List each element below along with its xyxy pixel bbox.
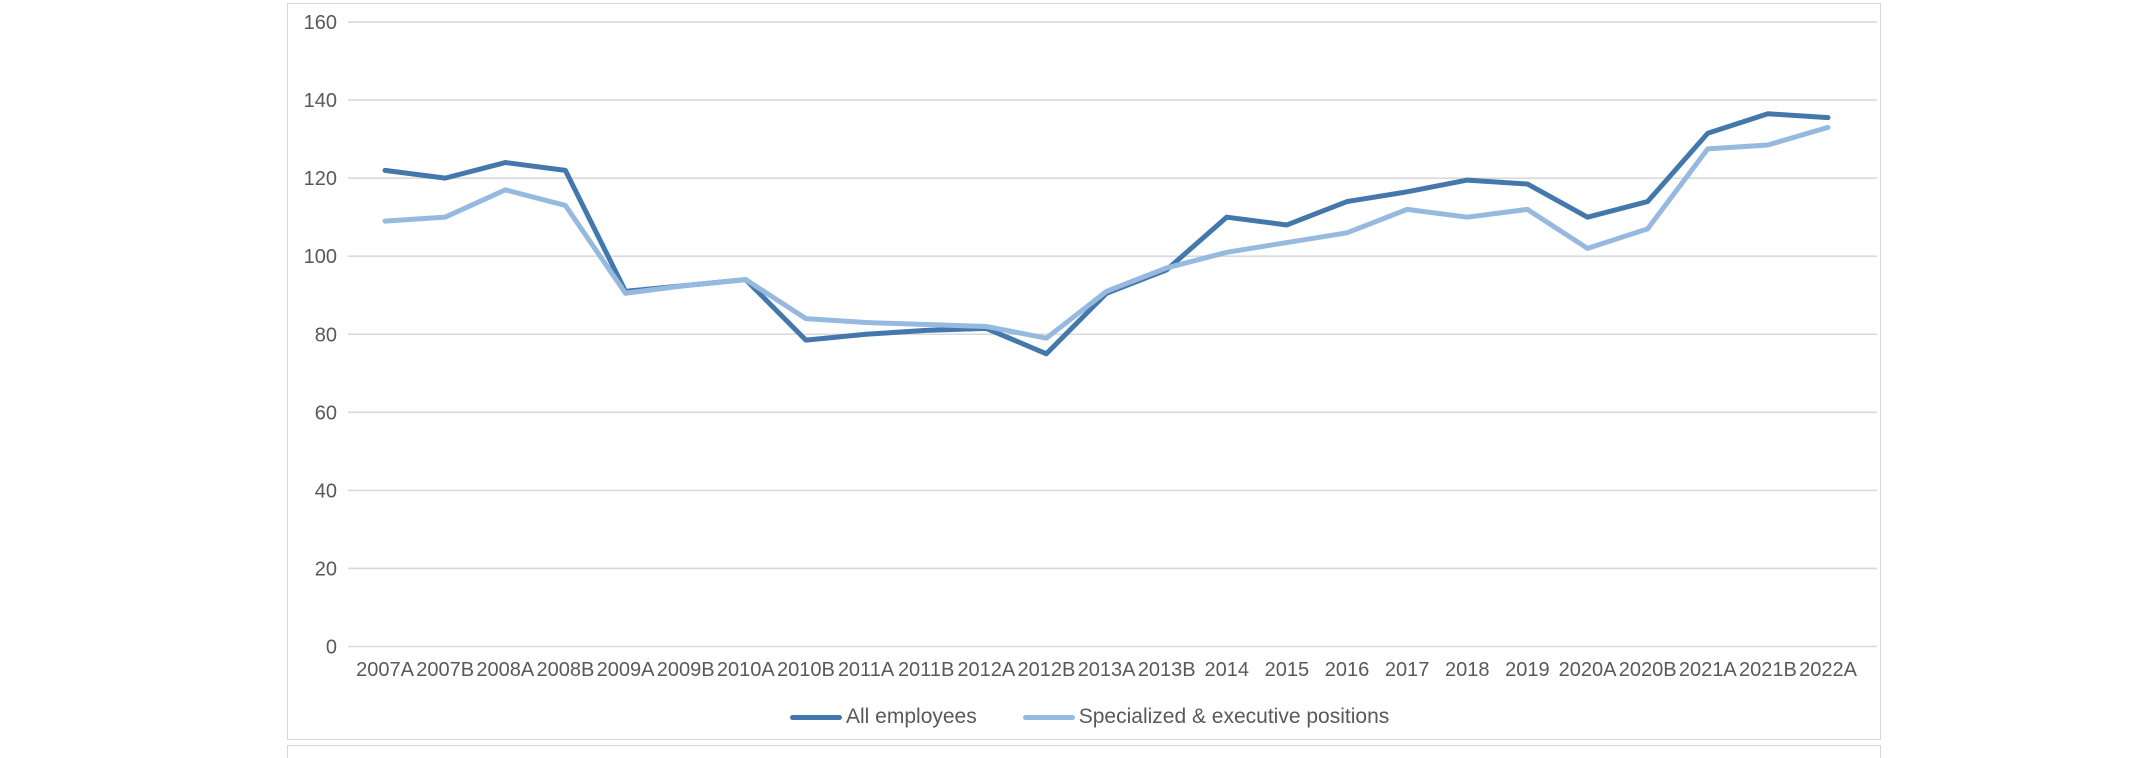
legend-line-swatch-specialized-executive: [1022, 714, 1075, 720]
x-axis-category-label: 2009B: [657, 659, 715, 681]
x-axis-category-label: 2022A: [1799, 659, 1857, 681]
y-axis-tick-label: 80: [315, 324, 337, 346]
y-axis-tick-label: 100: [304, 246, 337, 268]
legend-label-specialized-executive: Specialized & executive positions: [1078, 705, 1390, 728]
series-line-specialized-executive-positions: [382, 124, 1831, 341]
series-line-all-employees: [382, 111, 1831, 357]
legend-line-swatch-all-employees: [790, 714, 842, 720]
x-axis-category-label: 2009A: [597, 659, 655, 681]
chart-legend: All employees Specialized & executive po…: [790, 702, 1389, 732]
x-axis-category-label: 2016: [1325, 659, 1370, 681]
chart-frame: [287, 3, 1881, 740]
y-axis-tick-label: 120: [304, 168, 337, 190]
x-axis-category-label: 2011B: [898, 659, 954, 681]
x-axis-category-label: 2013A: [1078, 659, 1136, 681]
x-axis-category-label: 2015: [1265, 659, 1310, 681]
legend-label-all-employees: All employees: [846, 705, 977, 728]
cropped-object-edge-below-chart: [287, 745, 1881, 758]
x-axis-category-label: 2007A: [356, 659, 414, 681]
y-axis-tick-label: 160: [304, 12, 337, 34]
x-axis-category-label: 2013B: [1138, 659, 1196, 681]
y-axis-tick-label: 40: [315, 480, 337, 502]
x-axis-category-label: 2019: [1505, 659, 1550, 681]
x-axis-category-label: 2012B: [1017, 659, 1075, 681]
x-axis-category-label: 2021A: [1679, 659, 1737, 681]
x-axis-category-label: 2020B: [1619, 659, 1677, 681]
x-axis-category-label: 2018: [1445, 659, 1490, 681]
x-axis-category-label: 2014: [1205, 659, 1250, 681]
x-axis-category-label: 2010A: [717, 659, 775, 681]
x-axis-category-label: 2017: [1385, 659, 1430, 681]
y-axis-tick-label: 0: [326, 637, 337, 659]
x-axis-category-label: 2008A: [476, 659, 534, 681]
x-axis-category-label: 2021B: [1739, 659, 1797, 681]
y-axis-tick-label: 140: [304, 90, 337, 112]
y-axis-tick-label: 60: [315, 402, 337, 424]
x-axis-category-label: 2012A: [957, 659, 1015, 681]
x-axis-category-label: 2008B: [536, 659, 594, 681]
legend-item-specialized-executive: Specialized & executive positions: [1022, 705, 1390, 729]
y-axis-tick-label: 20: [315, 558, 337, 580]
x-axis-category-label: 2011A: [838, 659, 895, 681]
x-axis-category-label: 2020A: [1559, 659, 1617, 681]
x-axis-category-label: 2007B: [416, 659, 474, 681]
legend-item-all-employees: All employees: [790, 705, 977, 729]
x-axis-category-label: 2010B: [777, 659, 835, 681]
